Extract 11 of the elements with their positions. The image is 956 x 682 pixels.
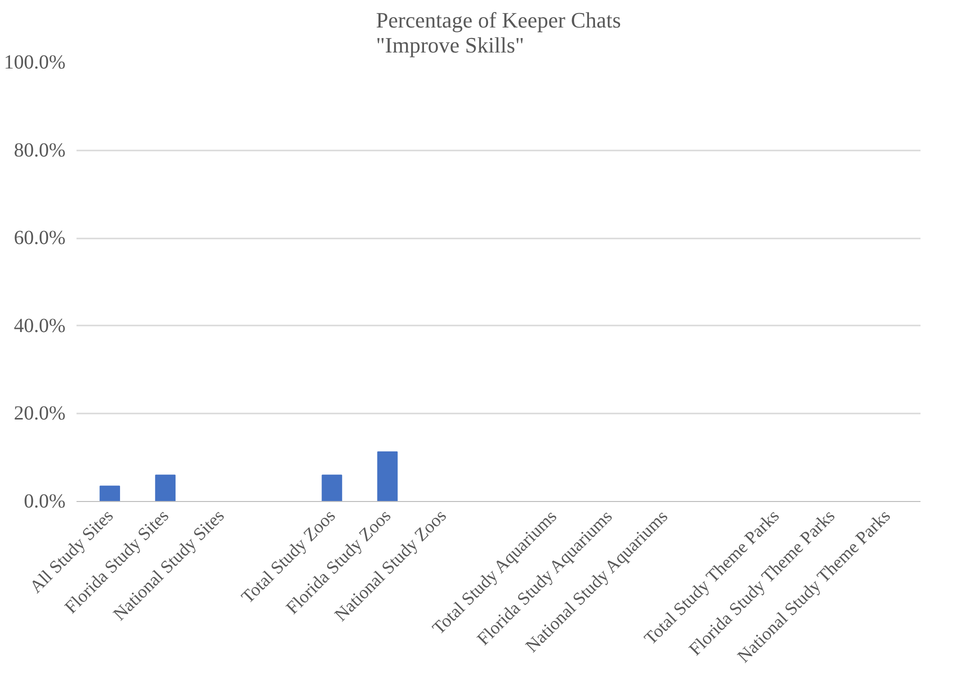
y-tick-label: 100.0%: [4, 52, 66, 74]
bar: [322, 474, 342, 502]
y-tick-label: 20.0%: [14, 402, 66, 425]
y-tick-label: 80.0%: [14, 139, 66, 162]
chart-title: Percentage of Keeper Chats "Improve Skills": [376, 8, 621, 58]
y-tick-label: 0.0%: [24, 490, 66, 512]
y-tick-label: 60.0%: [14, 227, 66, 250]
bar: [377, 451, 398, 502]
bar: [155, 474, 176, 502]
y-tick-label: 40.0%: [14, 314, 66, 337]
bar: [100, 486, 120, 502]
